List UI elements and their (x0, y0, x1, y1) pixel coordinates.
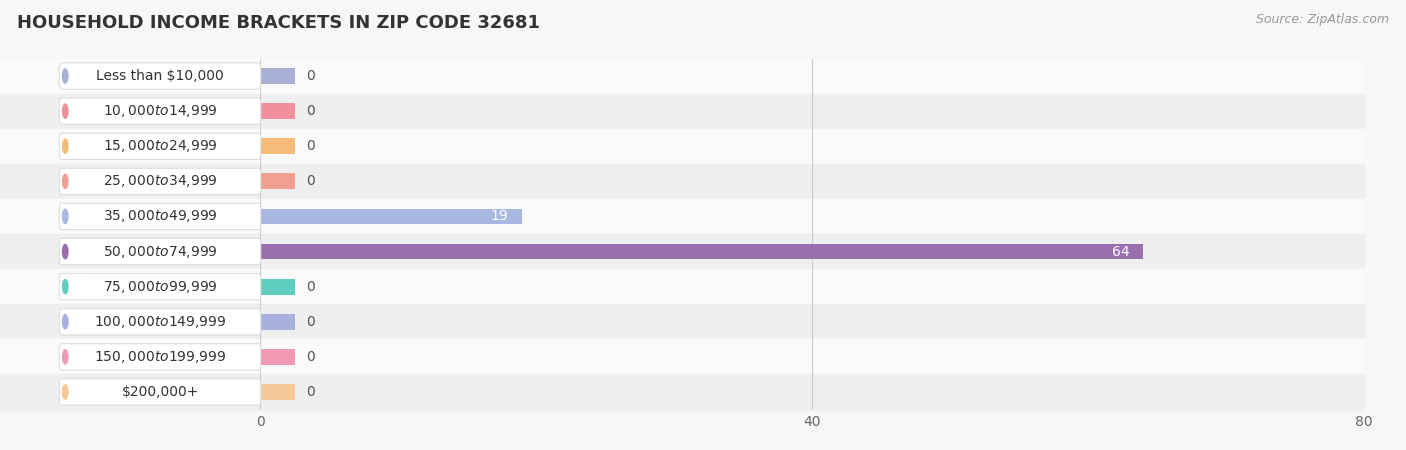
FancyBboxPatch shape (59, 63, 260, 89)
Text: 0: 0 (305, 385, 315, 399)
Bar (260, 279, 295, 295)
Text: $50,000 to $74,999: $50,000 to $74,999 (103, 243, 218, 260)
Text: 0: 0 (305, 315, 315, 329)
Bar (260, 208, 522, 225)
Text: 0: 0 (305, 139, 315, 153)
Ellipse shape (62, 314, 69, 330)
Bar (260, 314, 295, 330)
Text: 0: 0 (305, 69, 315, 83)
Text: Less than $10,000: Less than $10,000 (97, 69, 224, 83)
FancyBboxPatch shape (59, 133, 260, 159)
Text: 0: 0 (305, 279, 315, 294)
Text: $10,000 to $14,999: $10,000 to $14,999 (103, 103, 218, 119)
Bar (0, 129, 1364, 164)
Ellipse shape (62, 103, 69, 119)
Text: 0: 0 (305, 350, 315, 364)
Ellipse shape (62, 173, 69, 189)
Bar (0, 164, 1364, 199)
Bar (0, 269, 1364, 304)
FancyBboxPatch shape (59, 203, 260, 230)
Text: $35,000 to $49,999: $35,000 to $49,999 (103, 208, 218, 225)
FancyBboxPatch shape (59, 98, 260, 124)
FancyBboxPatch shape (59, 238, 260, 265)
Ellipse shape (62, 243, 69, 260)
Text: 19: 19 (491, 209, 509, 224)
Text: $100,000 to $149,999: $100,000 to $149,999 (94, 314, 226, 330)
Ellipse shape (62, 279, 69, 295)
Ellipse shape (62, 384, 69, 400)
Bar (0, 374, 1364, 410)
Bar (260, 138, 295, 154)
Ellipse shape (62, 349, 69, 365)
Text: HOUSEHOLD INCOME BRACKETS IN ZIP CODE 32681: HOUSEHOLD INCOME BRACKETS IN ZIP CODE 32… (17, 14, 540, 32)
Text: 0: 0 (305, 104, 315, 118)
Bar (260, 68, 295, 84)
Text: $15,000 to $24,999: $15,000 to $24,999 (103, 138, 218, 154)
Bar (0, 58, 1364, 94)
FancyBboxPatch shape (59, 274, 260, 300)
Text: $25,000 to $34,999: $25,000 to $34,999 (103, 173, 218, 189)
Text: $75,000 to $99,999: $75,000 to $99,999 (103, 279, 218, 295)
FancyBboxPatch shape (59, 344, 260, 370)
Bar (260, 173, 295, 189)
Bar (0, 339, 1364, 374)
Bar (0, 304, 1364, 339)
Text: $150,000 to $199,999: $150,000 to $199,999 (94, 349, 226, 365)
Bar (260, 349, 295, 365)
Bar (0, 199, 1364, 234)
Ellipse shape (62, 208, 69, 225)
Ellipse shape (62, 138, 69, 154)
Ellipse shape (62, 68, 69, 84)
Text: 64: 64 (1112, 244, 1129, 259)
FancyBboxPatch shape (59, 168, 260, 194)
Bar (260, 384, 295, 400)
FancyBboxPatch shape (59, 379, 260, 405)
Bar (260, 243, 1143, 260)
Text: Source: ZipAtlas.com: Source: ZipAtlas.com (1256, 14, 1389, 27)
FancyBboxPatch shape (59, 309, 260, 335)
Bar (260, 103, 295, 119)
Bar (0, 234, 1364, 269)
Bar (0, 94, 1364, 129)
Text: $200,000+: $200,000+ (122, 385, 200, 399)
Text: 0: 0 (305, 174, 315, 189)
